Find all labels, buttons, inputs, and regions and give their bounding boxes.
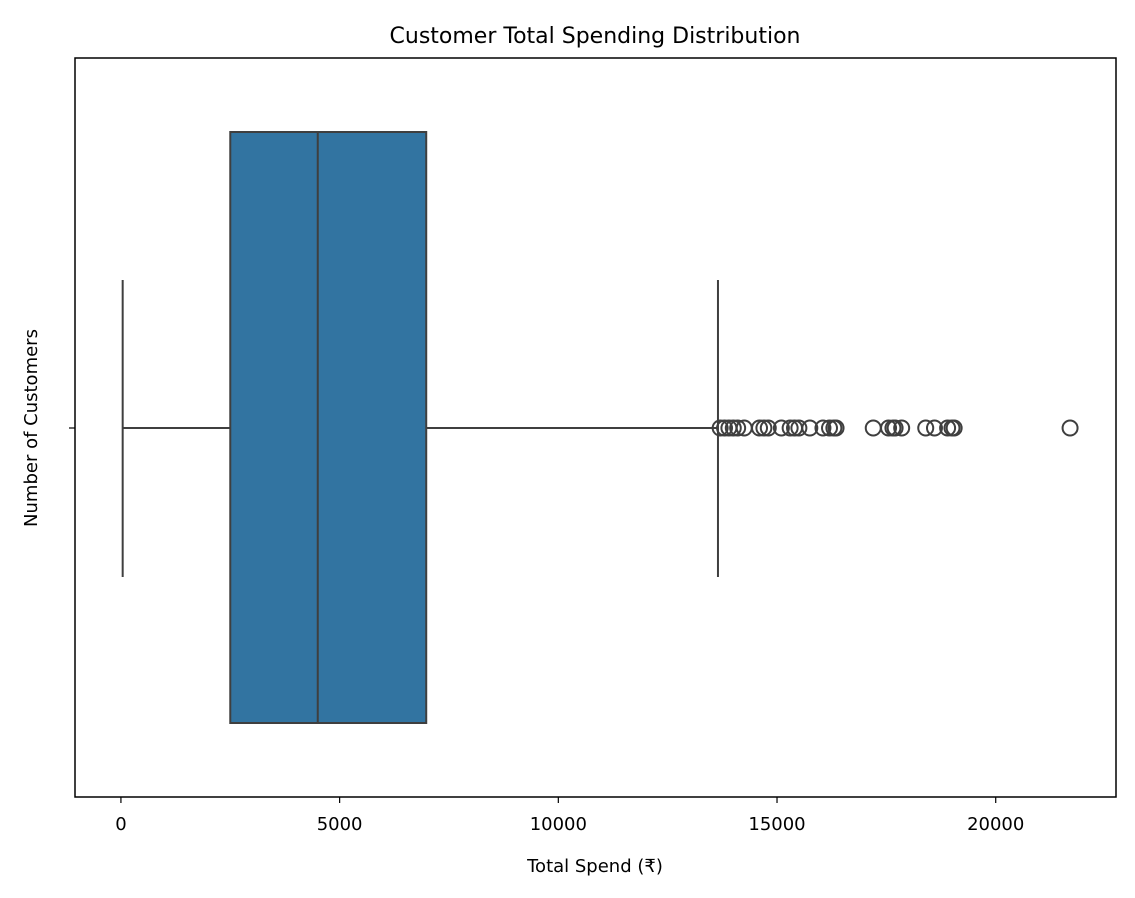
x-tick-label: 0 [115,814,126,835]
outlier-point [716,419,734,437]
outlier-point [893,419,911,437]
outlier-point [864,419,882,437]
outlier-point [939,419,957,437]
outlier-point [781,419,799,437]
outlier-point [925,419,943,437]
x-tick-label: 15000 [748,814,805,835]
iqr-box [229,131,428,724]
outlier-point [790,419,808,437]
outlier-point [945,419,963,437]
outliers-group [711,419,1079,437]
x-tick-label: 20000 [967,814,1024,835]
box-group [121,131,719,724]
x-axis-ticks: 0 5000 10000 15000 20000 [115,797,1024,835]
outlier-point [755,419,773,437]
x-axis-label: Total Spend (₹) [526,856,663,877]
outlier-point [711,419,729,437]
outlier-point [917,419,935,437]
outlier-point [814,419,832,437]
y-axis-label: Number of Customers [21,329,42,527]
outlier-point [772,419,790,437]
x-tick-label: 5000 [317,814,363,835]
outlier-point [1061,419,1079,437]
outlier-point [880,419,898,437]
outlier-point [886,419,904,437]
outlier-point [751,419,769,437]
outlier-point [827,419,845,437]
outlier-point [821,419,839,437]
outlier-point [801,419,819,437]
outlier-point [729,419,747,437]
chart-title: Customer Total Spending Distribution [390,24,801,49]
x-tick-label: 10000 [530,814,587,835]
outlier-point [759,419,777,437]
outlier-point [724,419,742,437]
